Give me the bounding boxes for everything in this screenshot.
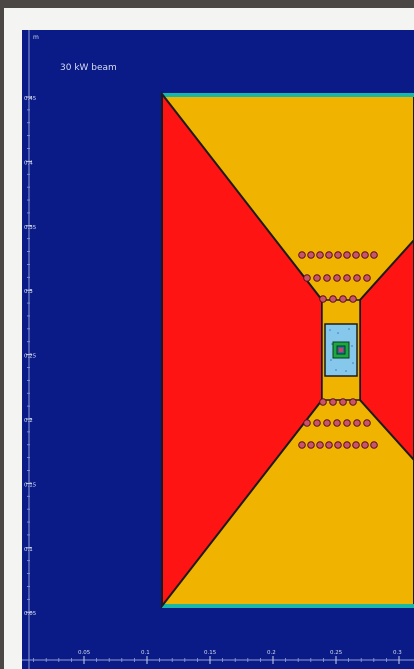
plot-title: 30 kW beam (60, 63, 117, 73)
y-tick-label: 0.2 (24, 418, 33, 424)
x-tick-label: 0.1 (141, 650, 150, 656)
y-tick-label: 0.15 (24, 482, 37, 488)
y-tick-label: 0.05 (24, 611, 37, 617)
y-tick-label: 0.4 (24, 160, 33, 166)
y-tick-label: 0.25 (24, 354, 37, 360)
y-axis-ticks: 0.45 0.4 0.35 0.3 0.25 0.2 0.15 0.1 0.05 (24, 96, 37, 617)
x-tick-label: 0.3 (393, 650, 402, 656)
simulation-viewport: 30 kW beam m 0.45 0.4 0.35 0.3 0.25 0.2 0.15 0.… (22, 30, 414, 669)
y-tick-label: 0.3 (24, 289, 33, 295)
x-tick-label: 0.25 (330, 650, 343, 656)
shield-bottom-edge (162, 604, 414, 608)
x-tick-label: 0.15 (204, 650, 217, 656)
dots-bottom (298, 398, 378, 449)
y-tick-label: 0.45 (24, 96, 37, 102)
simulation-plot: 30 kW beam m 0.450.40.350.30.250.20.150.… (22, 30, 414, 669)
x-tick-label: 0.2 (267, 650, 276, 656)
shield-top-edge (162, 93, 414, 97)
axis-units-label: m (33, 34, 39, 41)
target-core (339, 348, 343, 352)
moderator-texture (329, 328, 354, 372)
y-tick-label: 0.1 (24, 547, 33, 553)
dots-top (298, 251, 378, 303)
moderator-region (324, 323, 358, 377)
x-tick-label: 0.05 (78, 650, 91, 656)
x-axis-ticks: 0.05 0.1 0.15 0.2 0.25 0.3 (33, 650, 402, 664)
y-tick-label: 0.35 (24, 225, 37, 231)
